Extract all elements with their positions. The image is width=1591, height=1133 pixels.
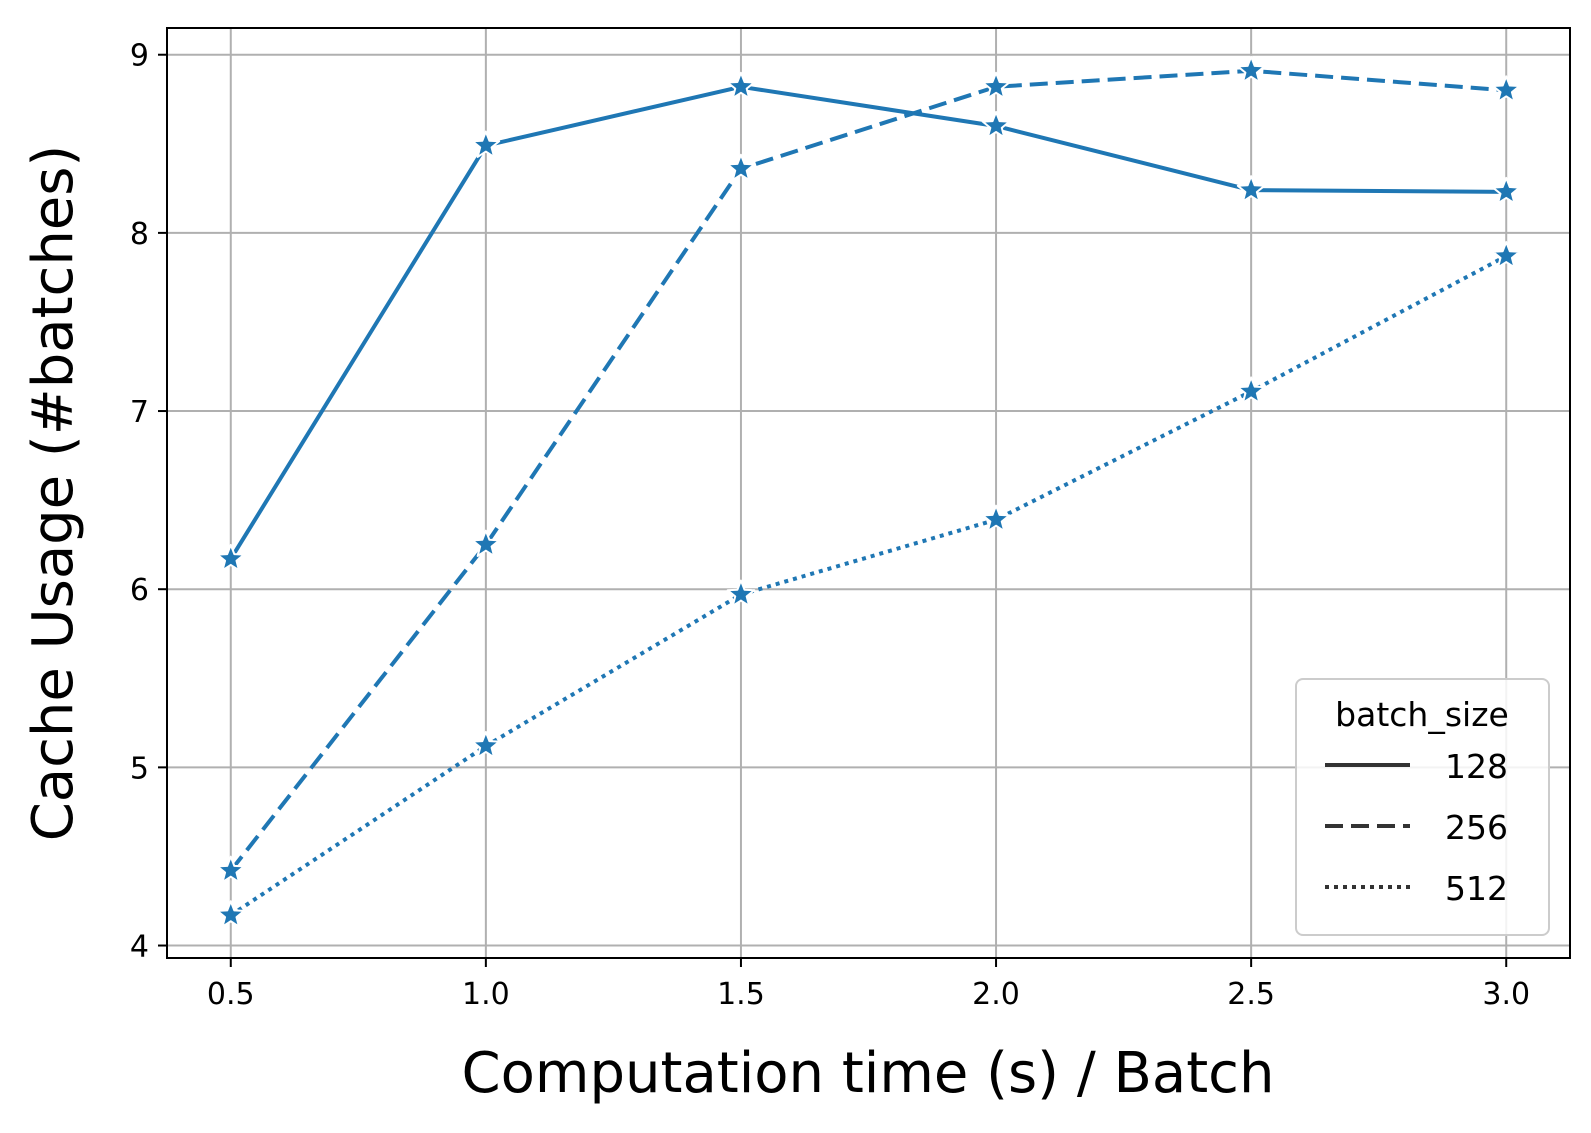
- data-point-256: [1491, 75, 1521, 103]
- data-point-128: [1236, 175, 1266, 203]
- data-point-512: [1491, 241, 1521, 269]
- data-point-256: [216, 855, 246, 884]
- legend-label-256: 256: [1445, 808, 1508, 847]
- legend: batch_size 128 256 512: [1295, 678, 1550, 936]
- data-point-128: [981, 110, 1011, 139]
- data-point-128: [726, 71, 756, 100]
- legend-label-128: 128: [1445, 747, 1508, 786]
- data-point-512: [1236, 376, 1266, 404]
- x-tick-label: 0.5: [207, 977, 255, 1012]
- data-point-256: [1236, 55, 1266, 84]
- y-tick-label: 5: [130, 751, 149, 786]
- series-lines: [229, 68, 1508, 917]
- legend-label-512: 512: [1445, 869, 1508, 908]
- data-point-128: [471, 130, 501, 158]
- y-axis-ticks: 4 5 6 7 8 9: [130, 39, 167, 965]
- data-point-512: [981, 504, 1011, 533]
- series-line-256: [229, 68, 1507, 872]
- y-tick-label: 7: [130, 395, 149, 430]
- data-point-256: [981, 71, 1011, 100]
- y-tick-label: 8: [130, 217, 149, 252]
- data-point-128: [216, 543, 246, 572]
- series-line-128: [229, 84, 1507, 560]
- series-line-512: [229, 254, 1508, 917]
- series-markers: [216, 55, 1521, 928]
- data-point-512: [216, 900, 246, 928]
- x-tick-label: 2.5: [1227, 977, 1275, 1012]
- data-point-512: [471, 730, 501, 759]
- plot-frame: [166, 27, 1571, 959]
- data-point-256: [726, 153, 756, 182]
- x-tick-label: 2.0: [972, 977, 1020, 1012]
- x-axis-title: Computation time (s) / Batch: [462, 1041, 1275, 1106]
- x-axis-ticks: 0.5 1.0 1.5 2.0 2.5 3.0: [207, 958, 1530, 1012]
- data-point-512: [726, 579, 756, 607]
- x-tick-label: 1.0: [462, 977, 510, 1012]
- legend-entries: 128 256 512: [1325, 747, 1508, 908]
- data-point-256: [471, 529, 501, 557]
- y-axis-title: Cache Usage (#batches): [21, 145, 86, 842]
- x-tick-label: 3.0: [1482, 977, 1530, 1012]
- x-tick-label: 1.5: [717, 977, 765, 1012]
- data-point-128: [1491, 176, 1521, 205]
- legend-title: batch_size: [1335, 695, 1509, 734]
- legend-box: [1295, 678, 1550, 936]
- y-tick-label: 9: [130, 39, 149, 74]
- y-tick-label: 4: [130, 930, 149, 965]
- y-tick-label: 6: [130, 573, 149, 608]
